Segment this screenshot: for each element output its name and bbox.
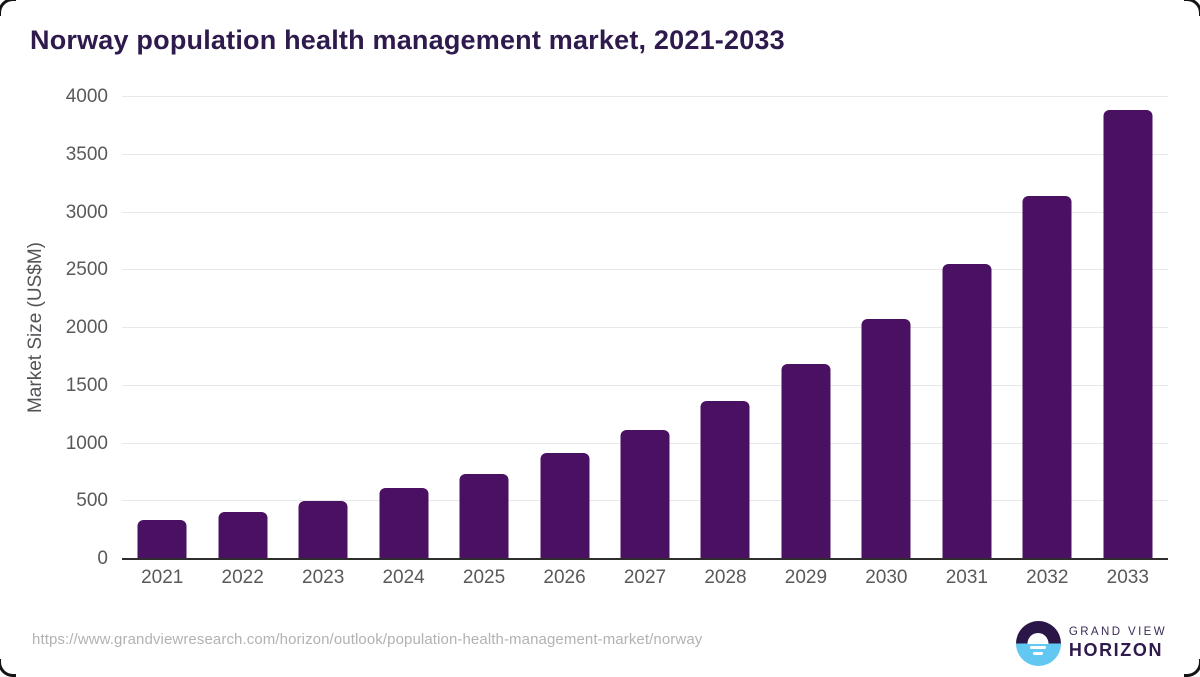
gridline-2500 xyxy=(122,269,1168,271)
bar-2021 xyxy=(137,520,187,559)
x-tick-label-2022: 2022 xyxy=(221,567,264,588)
bar-2030 xyxy=(861,318,911,559)
y-tick-label-500: 500 xyxy=(76,490,108,512)
bar-2029 xyxy=(781,364,831,559)
source-url: https://www.grandviewresearch.com/horizo… xyxy=(32,631,703,648)
gridline-3500 xyxy=(122,153,1168,155)
bar-2025 xyxy=(459,473,509,559)
x-tick-label-2024: 2024 xyxy=(382,567,425,588)
bar-2031 xyxy=(942,264,992,559)
x-axis-line xyxy=(122,558,1168,560)
sun-horizon-circle-icon xyxy=(1015,621,1061,666)
x-tick-label-2028: 2028 xyxy=(704,567,747,588)
x-tick-labels: 2021 2022 2023 2024 2025 2026 2027 2028 2029 2030… xyxy=(122,567,1168,593)
gridline-3000 xyxy=(122,211,1168,213)
bar-2026 xyxy=(540,453,590,559)
y-tick-label-2500: 2500 xyxy=(65,259,108,281)
gridline-2000 xyxy=(122,327,1168,328)
x-tick-label-2031: 2031 xyxy=(945,567,988,588)
x-tick-label-2023: 2023 xyxy=(302,567,345,588)
x-tick-label-2025: 2025 xyxy=(462,567,506,588)
x-tick-label-2030: 2030 xyxy=(865,567,908,588)
bar-2027 xyxy=(620,429,670,559)
grand-view-horizon-logo: GRAND VIEW HORIZON xyxy=(1015,621,1167,666)
x-tick-label-2027: 2027 xyxy=(623,567,667,588)
chart-title: Norway population health management mark… xyxy=(30,25,785,55)
x-tick-label-2021: 2021 xyxy=(141,567,184,588)
bar-2024 xyxy=(379,487,429,559)
x-tick-label-2029: 2029 xyxy=(784,567,828,588)
logo-line-horizon: HORIZON xyxy=(1068,640,1164,660)
gridline-4000 xyxy=(122,96,1168,97)
plot-area xyxy=(122,96,1168,560)
bar-2032 xyxy=(1022,196,1072,559)
frame-corner-bottom-right xyxy=(1184,659,1200,677)
logo-text: GRAND VIEW HORIZON xyxy=(1069,626,1167,661)
sun-reflection-line-1 xyxy=(1030,646,1047,649)
y-tick-label-1000: 1000 xyxy=(65,432,108,454)
sun-dome-shape xyxy=(1027,632,1049,644)
y-tick-label-3000: 3000 xyxy=(65,201,108,223)
x-tick-label-2032: 2032 xyxy=(1026,567,1069,588)
bar-2023 xyxy=(298,501,348,559)
y-tick-labels: 0 500 1000 1500 2000 2500 3000 3500 4000 xyxy=(0,86,108,569)
frame-corner-top-left xyxy=(0,0,16,16)
x-tick-label-2026: 2026 xyxy=(543,567,586,588)
gridline-1500 xyxy=(122,384,1168,386)
logo-line-grand-view: GRAND VIEW xyxy=(1068,626,1167,638)
sun-reflection-line-2 xyxy=(1033,652,1044,655)
x-tick-label-2033: 2033 xyxy=(1106,567,1149,588)
frame-corner-top-right xyxy=(1184,0,1200,16)
frame-corner-bottom-left xyxy=(0,659,16,677)
bar-2028 xyxy=(700,400,750,559)
bar-2022 xyxy=(218,512,268,559)
y-tick-label-2000: 2000 xyxy=(65,317,108,338)
bar-2033 xyxy=(1103,110,1153,559)
y-tick-label-1500: 1500 xyxy=(65,374,108,396)
y-tick-label-4000: 4000 xyxy=(65,86,108,107)
y-tick-label-0: 0 xyxy=(97,548,108,569)
y-tick-label-3500: 3500 xyxy=(65,143,108,165)
